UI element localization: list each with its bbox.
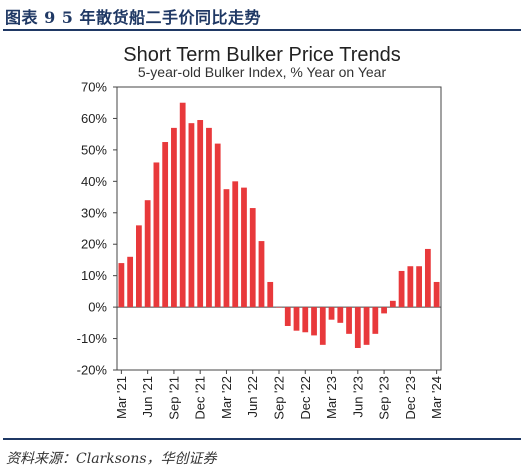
y-tick-label: 10%	[81, 268, 107, 283]
x-tick-label: Jun '23	[350, 376, 365, 418]
x-tick-label: Dec '21	[193, 376, 208, 420]
figure-caption: 图表 9 5 年散货船二手价同比走势	[5, 8, 261, 27]
bar	[232, 181, 239, 308]
bar	[372, 307, 379, 334]
bar	[337, 307, 344, 323]
bar	[118, 263, 125, 308]
bar	[407, 266, 414, 308]
footer-rule	[3, 438, 521, 440]
y-tick-label: 20%	[81, 237, 107, 252]
bar	[127, 256, 134, 308]
bar-chart: Short Term Bulker Price Trends 5-year-ol…	[77, 44, 444, 420]
y-tick-label: 0%	[88, 300, 107, 315]
bar	[284, 307, 291, 326]
chart-title: Short Term Bulker Price Trends	[123, 44, 401, 66]
y-tick-label: 40%	[81, 174, 107, 189]
bar	[223, 189, 230, 308]
x-tick-label: Jun '22	[245, 376, 260, 418]
x-axis: Mar '21 Jun '21 Sep '21 Dec '21 Mar '22 Jun '…	[114, 370, 444, 420]
bar	[267, 281, 274, 308]
bar	[389, 300, 396, 308]
bar	[179, 102, 186, 308]
x-tick-label: Mar '24	[429, 376, 444, 419]
bar	[258, 241, 265, 308]
bar	[424, 248, 431, 308]
bar	[144, 200, 151, 308]
bar	[136, 225, 142, 308]
y-tick-label: -20%	[77, 363, 108, 378]
chart-subtitle: 5-year-old Bulker Index, % Year on Year	[138, 64, 387, 80]
bar	[433, 281, 440, 308]
bar	[363, 307, 370, 345]
bar	[171, 127, 177, 308]
bar	[188, 123, 195, 308]
y-axis: -20% -10% 0% 10% 20% 30% 40% 50% 60% 70%	[77, 80, 117, 378]
bar	[197, 120, 204, 308]
y-tick-label: 30%	[81, 205, 107, 220]
bars-group	[118, 102, 440, 348]
header-rule	[3, 29, 521, 31]
x-tick-label: Sep '21	[166, 376, 181, 420]
y-tick-label: 50%	[81, 142, 107, 157]
bar	[276, 307, 282, 308]
bar	[214, 143, 221, 308]
bar	[346, 307, 352, 334]
bar	[302, 307, 309, 333]
x-tick-label: Dec '23	[403, 376, 418, 420]
x-tick-label: Sep '23	[377, 376, 392, 420]
bar	[416, 266, 422, 308]
bar	[249, 208, 256, 308]
x-tick-label: Mar '22	[219, 376, 234, 419]
source-note: 资料来源：Clarksons，华创证券	[6, 451, 217, 467]
figure-header: 图表 9 5 年散货船二手价同比走势	[0, 0, 524, 30]
x-tick-label: Jun '21	[140, 376, 155, 418]
bar	[398, 270, 405, 308]
bar	[162, 142, 169, 308]
bar	[328, 307, 335, 320]
bar	[354, 307, 361, 348]
bar	[293, 307, 300, 331]
y-tick-label: 70%	[81, 80, 107, 95]
bar	[381, 307, 387, 314]
x-tick-label: Sep '22	[272, 376, 287, 420]
bar	[319, 307, 326, 345]
bar	[153, 162, 160, 308]
y-tick-label: 60%	[81, 111, 107, 126]
bar	[241, 187, 247, 308]
x-tick-label: Dec '22	[298, 376, 313, 420]
x-tick-label: Mar '23	[324, 376, 339, 419]
bar	[206, 127, 212, 308]
y-tick-label: -10%	[77, 331, 108, 346]
bar	[311, 307, 317, 336]
x-tick-label: Mar '21	[114, 376, 129, 419]
